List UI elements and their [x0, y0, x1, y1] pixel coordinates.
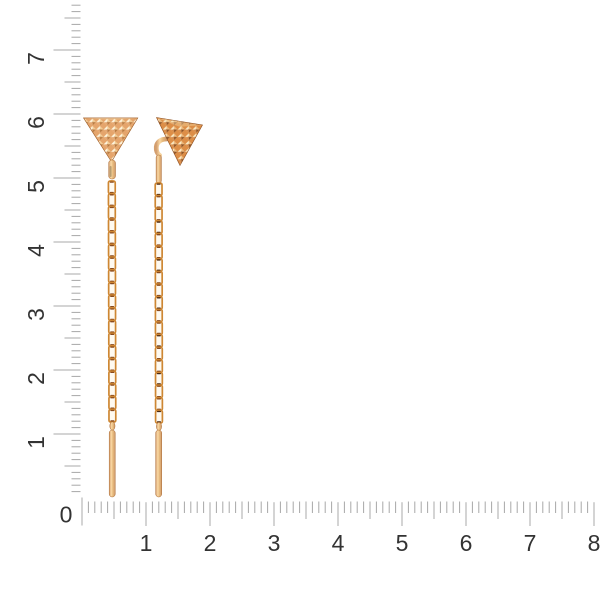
svg-text:3: 3	[23, 308, 49, 321]
svg-text:3: 3	[268, 530, 281, 556]
svg-text:6: 6	[23, 116, 49, 129]
svg-text:4: 4	[332, 530, 345, 556]
svg-text:0: 0	[60, 502, 73, 528]
svg-text:1: 1	[23, 436, 49, 449]
svg-text:4: 4	[23, 244, 49, 257]
svg-text:7: 7	[524, 530, 537, 556]
svg-text:2: 2	[204, 530, 217, 556]
svg-text:1: 1	[140, 530, 153, 556]
svg-text:2: 2	[23, 372, 49, 385]
svg-text:5: 5	[23, 180, 49, 193]
svg-text:7: 7	[23, 52, 49, 65]
svg-text:6: 6	[460, 530, 473, 556]
svg-text:5: 5	[396, 530, 409, 556]
svg-text:8: 8	[588, 530, 600, 556]
